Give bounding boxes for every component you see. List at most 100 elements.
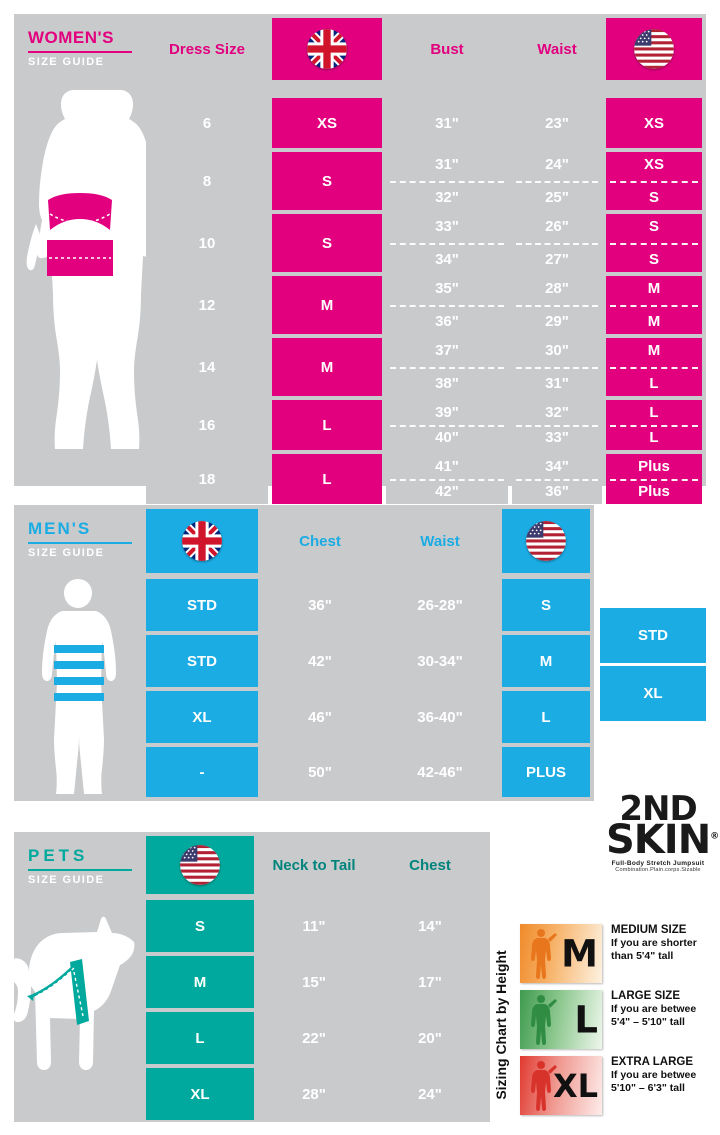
womens-cell-bust-2: 33" 34" <box>386 214 508 272</box>
height-chart-desc1-extra-large: If you are betwee <box>611 1069 697 1081</box>
womens-bust-divider-4 <box>390 367 504 369</box>
womens-value-waist-0: 23" <box>545 114 569 132</box>
uk-flag-icon <box>182 521 222 561</box>
womens-cell-uk-0: XS <box>272 98 382 148</box>
height-chart-swatch-medium: M <box>520 924 602 983</box>
logo-tagline-1: Full-Body Stretch Jumpsuit <box>611 860 705 868</box>
pets-cell-us-2: L <box>146 1012 254 1064</box>
mens-value-uk-1: STD <box>187 652 217 670</box>
mens-value-chest-0: 36" <box>308 596 332 614</box>
womens-cell-uk-2: S <box>272 214 382 272</box>
womens-header-bust: Bust <box>386 18 508 80</box>
mens-value-uk-3: - <box>199 763 205 781</box>
womens-value-waist-4b: 31" <box>545 375 569 392</box>
pets-cell-chest-2: 20" <box>374 1012 486 1064</box>
womens-section: WOMEN'S SIZE GUIDE Dress Size <box>14 14 706 504</box>
womens-cell-bust-1: 31" 32" <box>386 152 508 210</box>
mens-aside-std-label: STD <box>638 627 668 644</box>
womens-value-uk-0: XS <box>316 114 337 132</box>
mens-cell-waist-0: 26-28" <box>382 579 498 631</box>
mens-value-uk-0: STD <box>187 596 217 614</box>
womens-cell-dress-4: 14 <box>146 338 268 396</box>
height-chart-desc2-large: 5'4" – 5'10" tall <box>611 1015 685 1028</box>
mens-header-us <box>502 509 590 573</box>
womens-value-bust-3a: 35" <box>435 280 459 297</box>
womens-cell-bust-6: 41" 42" <box>386 454 508 504</box>
mens-value-waist-1: 30-34" <box>417 652 463 670</box>
mens-aside-xl-box: XL <box>600 666 706 721</box>
pets-cell-neck-2: 22" <box>258 1012 370 1064</box>
womens-cell-bust-4: 37" 38" <box>386 338 508 396</box>
womens-value-waist-1a: 24" <box>545 156 569 173</box>
womens-cell-dress-2: 10 <box>146 214 268 272</box>
height-chart-title-large: LARGE SIZE <box>611 990 681 1002</box>
pets-section: PETS SIZE GUIDE <box>14 832 490 1122</box>
womens-value-bust-0: 31" <box>435 114 459 132</box>
womens-waist-divider-4 <box>516 367 598 369</box>
womens-us-divider-6 <box>610 479 698 481</box>
womens-value-us-4a: M <box>647 342 661 359</box>
mens-subtitle: SIZE GUIDE <box>28 547 105 559</box>
womens-value-dress-1: 8 <box>202 172 212 190</box>
pets-value-chest-1: 17" <box>418 973 442 991</box>
mens-value-uk-2: XL <box>192 708 212 726</box>
womens-value-uk-3: M <box>320 296 334 314</box>
womens-value-dress-4: 14 <box>198 358 216 376</box>
us-flag-icon <box>180 845 220 885</box>
pets-cell-chest-1: 17" <box>374 956 486 1008</box>
mens-value-waist-0: 26-28" <box>417 596 463 614</box>
womens-cell-us-4: M L <box>606 338 702 396</box>
womens-value-bust-5b: 40" <box>435 429 459 446</box>
pets-value-neck-3: 28" <box>302 1085 326 1103</box>
womens-value-dress-2: 10 <box>198 234 216 252</box>
womens-value-us-0: XS <box>643 114 664 132</box>
mens-aside-std-box: STD <box>600 608 706 663</box>
womens-value-dress-3: 12 <box>198 296 216 314</box>
womens-value-us-4b: L <box>649 375 659 392</box>
womens-value-dress-5: 16 <box>198 416 216 434</box>
womens-value-uk-5: L <box>322 416 332 434</box>
womens-value-us-5b: L <box>649 429 659 446</box>
pets-header-neck: Neck to Tail <box>258 836 370 894</box>
mens-cell-uk-2: XL <box>146 691 258 743</box>
womens-value-uk-1: S <box>321 172 332 190</box>
womens-bust-divider-3 <box>390 305 504 307</box>
pets-cell-us-3: XL <box>146 1068 254 1120</box>
mens-cell-waist-2: 36-40" <box>382 691 498 743</box>
womens-value-waist-5b: 33" <box>545 429 569 446</box>
womens-value-bust-1b: 32" <box>435 189 459 206</box>
figure-icon-medium <box>531 929 557 979</box>
womens-cell-waist-5: 32" 33" <box>512 400 602 450</box>
womens-value-us-2b: S <box>648 251 659 268</box>
mens-header-chest-label: Chest <box>299 532 341 550</box>
womens-header-waist: Waist <box>512 18 602 80</box>
womens-header-us <box>606 18 702 80</box>
mens-cell-waist-1: 30-34" <box>382 635 498 687</box>
womens-cell-waist-2: 26" 27" <box>512 214 602 272</box>
womens-cell-dress-3: 12 <box>146 276 268 334</box>
brand-logo: 2ND SKIN® Full-Body Stretch Jumpsuit Com… <box>606 792 719 873</box>
pets-value-us-1: M <box>193 973 207 991</box>
mens-value-chest-1: 42" <box>308 652 332 670</box>
height-chart-title-medium: MEDIUM SIZE <box>611 924 687 936</box>
logo-registered-mark: ® <box>710 831 720 842</box>
womens-title-block: WOMEN'S SIZE GUIDE <box>28 28 140 69</box>
mens-value-chest-3: 50" <box>308 763 332 781</box>
womens-bust-divider-1 <box>390 181 504 183</box>
mens-cell-uk-0: STD <box>146 579 258 631</box>
mens-cell-chest-0: 36" <box>262 579 378 631</box>
pets-value-chest-2: 20" <box>418 1029 442 1047</box>
height-chart-swatch-large: L <box>520 990 602 1049</box>
mens-cell-chest-3: 50" <box>262 747 378 797</box>
womens-value-bust-6b: 42" <box>435 483 459 500</box>
pets-cell-chest-3: 24" <box>374 1068 486 1120</box>
womens-value-waist-2b: 27" <box>545 251 569 268</box>
logo-line-2-text: SKIN <box>606 816 711 863</box>
womens-cell-uk-5: L <box>272 400 382 450</box>
womens-value-us-3a: M <box>647 280 661 297</box>
womens-value-uk-2: S <box>321 234 332 252</box>
mens-value-chest-2: 46" <box>308 708 332 726</box>
mens-cell-waist-3: 42-46" <box>382 747 498 797</box>
womens-us-divider-5 <box>610 425 698 427</box>
womens-us-divider-2 <box>610 243 698 245</box>
